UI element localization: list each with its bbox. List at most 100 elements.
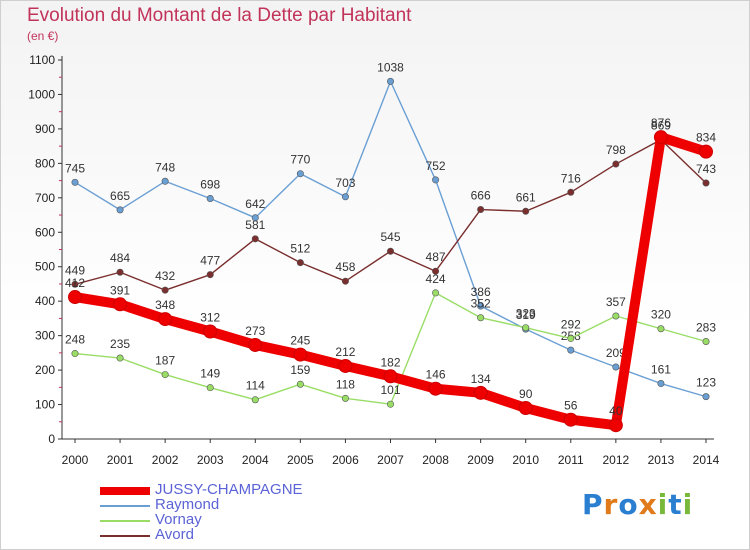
data-label: 665 [110, 189, 130, 203]
data-point [699, 144, 713, 159]
data-point [428, 381, 443, 396]
data-label: 352 [471, 297, 491, 311]
data-point [432, 267, 440, 275]
data-point [296, 170, 304, 178]
data-point [161, 177, 169, 185]
data-point [341, 394, 349, 402]
legend-swatch-raymond [100, 505, 150, 507]
data-label: 432 [155, 269, 175, 283]
data-point [71, 350, 79, 358]
data-point [296, 380, 304, 388]
data-point [161, 286, 169, 294]
data-point [71, 178, 79, 186]
x-tick-label: 2003 [197, 453, 224, 467]
data-label: 319 [516, 308, 536, 322]
data-point [206, 384, 214, 392]
data-point [251, 214, 259, 222]
data-label: 412 [65, 276, 85, 290]
data-point [206, 195, 214, 203]
legend-swatch-vornay [100, 520, 150, 522]
legend-label-avord: Avord [155, 526, 194, 543]
data-point [341, 193, 349, 201]
data-label: 391 [110, 283, 130, 297]
x-tick-label: 2009 [467, 453, 494, 467]
data-point [518, 400, 533, 415]
data-point [432, 176, 440, 184]
legend-swatch-jussy [100, 487, 150, 495]
data-label: 348 [155, 298, 175, 312]
data-label: 703 [335, 176, 355, 190]
x-tick-label: 2006 [332, 453, 359, 467]
data-label: 477 [200, 254, 220, 268]
legend-label-jussy: JUSSY-CHAMPAGNE [155, 481, 303, 498]
data-label: 212 [335, 345, 355, 359]
data-label: 834 [696, 131, 716, 145]
data-point [68, 290, 82, 305]
data-point [567, 346, 575, 354]
data-point [473, 385, 488, 400]
data-point [158, 312, 173, 327]
data-label: 424 [426, 272, 446, 286]
data-point [612, 363, 620, 371]
x-tick-label: 2012 [603, 453, 630, 467]
legend-label-raymond: Raymond [155, 496, 220, 513]
data-point [477, 302, 485, 310]
data-point [432, 289, 440, 297]
y-tick-label: 1000 [28, 87, 55, 101]
y-tick-label: 100 [35, 398, 55, 412]
logo-letter: o [618, 488, 639, 521]
y-tick-label: 500 [35, 260, 55, 274]
x-tick-label: 2005 [287, 453, 314, 467]
x-tick-label: 2004 [242, 453, 269, 467]
data-label: 123 [696, 376, 716, 390]
data-label: 90 [519, 387, 533, 401]
data-label: 484 [110, 251, 130, 265]
y-tick-label: 300 [35, 329, 55, 343]
data-label: 40 [609, 404, 623, 418]
data-label: 581 [245, 218, 265, 232]
data-label: 134 [471, 372, 491, 386]
data-point [71, 280, 79, 288]
y-tick-label: 400 [35, 294, 55, 308]
data-label: 642 [245, 197, 265, 211]
data-label: 512 [290, 242, 310, 256]
data-label: 666 [471, 189, 491, 203]
x-tick-label: 2000 [62, 453, 89, 467]
data-point [116, 354, 124, 362]
data-label: 770 [290, 153, 310, 167]
logo-letter: P [582, 488, 604, 521]
data-point [293, 347, 308, 362]
logo-letter: i [682, 488, 694, 521]
data-point [116, 206, 124, 214]
x-tick-label: 2007 [377, 453, 404, 467]
data-label: 323 [516, 307, 536, 321]
y-tick-label: 900 [35, 122, 55, 136]
data-point [116, 268, 124, 276]
x-tick-label: 2013 [648, 453, 675, 467]
data-label: 357 [606, 295, 626, 309]
data-label: 869 [651, 119, 671, 133]
data-label: 101 [380, 383, 400, 397]
chart-title: Evolution du Montant de la Dette par Hab… [27, 5, 412, 26]
data-point [522, 324, 530, 332]
data-point [251, 235, 259, 243]
y-tick-label: 700 [35, 191, 55, 205]
data-label: 798 [606, 143, 626, 157]
data-label: 320 [651, 308, 671, 322]
data-label: 698 [200, 178, 220, 192]
y-tick-label: 800 [35, 156, 55, 170]
data-label: 1038 [377, 60, 404, 74]
data-point [567, 188, 575, 196]
data-point [113, 297, 128, 312]
data-label: 748 [155, 160, 175, 174]
data-point [702, 179, 710, 187]
data-label: 245 [290, 334, 310, 348]
data-label: 182 [380, 355, 400, 369]
data-label: 449 [65, 263, 85, 277]
data-point [702, 393, 710, 401]
data-label: 876 [651, 116, 671, 130]
data-label: 149 [200, 367, 220, 381]
x-tick-label: 2001 [107, 453, 134, 467]
y-tick-label: 1100 [29, 53, 55, 67]
